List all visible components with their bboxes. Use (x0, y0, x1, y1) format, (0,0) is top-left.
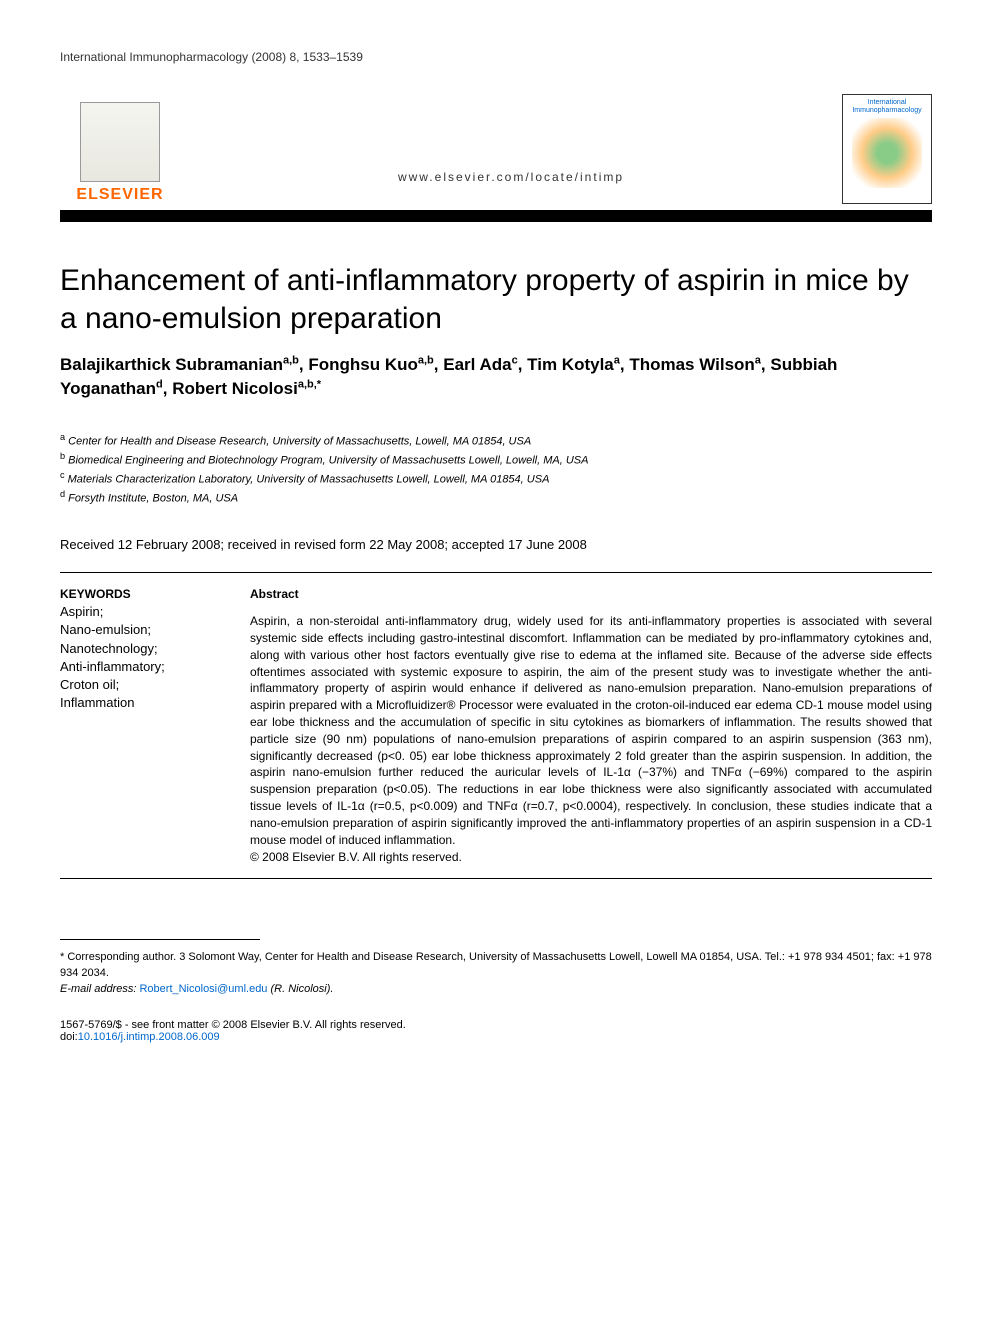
elsevier-tree-icon (80, 102, 160, 182)
abstract-copyright: © 2008 Elsevier B.V. All rights reserved… (250, 850, 932, 864)
keyword: Nano-emulsion; (60, 621, 210, 639)
keyword: Aspirin; (60, 603, 210, 621)
rule-below-abstract (60, 878, 932, 879)
keyword: Croton oil; (60, 676, 210, 694)
keywords-heading: KEYWORDS (60, 587, 210, 601)
authors: Balajikarthick Subramaniana,b, Fonghsu K… (60, 353, 932, 401)
email-link[interactable]: Robert_Nicolosi@uml.edu (139, 983, 267, 995)
affiliation: a Center for Health and Disease Research… (60, 431, 932, 450)
keyword: Inflammation (60, 694, 210, 712)
corresponding-author: * Corresponding author. 3 Solomont Way, … (60, 950, 932, 981)
journal-cover: International Immunopharmacology (842, 94, 932, 204)
journal-reference: International Immunopharmacology (2008) … (60, 50, 932, 64)
abstract-heading: Abstract (250, 587, 932, 601)
doi-link[interactable]: 10.1016/j.intimp.2008.06.009 (78, 1031, 220, 1043)
publisher-name: ELSEVIER (76, 186, 163, 204)
header-row: ELSEVIER www.elsevier.com/locate/intimp … (60, 84, 932, 204)
header-rule (60, 210, 932, 222)
locate-url: www.elsevier.com/locate/intimp (180, 170, 842, 204)
keyword: Anti-inflammatory; (60, 658, 210, 676)
email-suffix: (R. Nicolosi). (271, 983, 334, 995)
article-title: Enhancement of anti-inflammatory propert… (60, 262, 932, 337)
abstract-column: Abstract Aspirin, a non-steroidal anti-i… (250, 587, 932, 864)
journal-cover-title: International Immunopharmacology (847, 99, 927, 114)
journal-cover-image-icon (852, 118, 922, 188)
keyword: Nanotechnology; (60, 640, 210, 658)
email-line: E-mail address: Robert_Nicolosi@uml.edu … (60, 983, 932, 995)
publisher-logo: ELSEVIER (60, 84, 180, 204)
affiliations: a Center for Health and Disease Research… (60, 431, 932, 508)
keywords-list: Aspirin;Nano-emulsion;Nanotechnology;Ant… (60, 603, 210, 712)
affiliation: c Materials Characterization Laboratory,… (60, 469, 932, 488)
affiliation: d Forsyth Institute, Boston, MA, USA (60, 488, 932, 507)
keywords-abstract-row: KEYWORDS Aspirin;Nano-emulsion;Nanotechn… (60, 587, 932, 864)
keywords-column: KEYWORDS Aspirin;Nano-emulsion;Nanotechn… (60, 587, 210, 864)
affiliation: b Biomedical Engineering and Biotechnolo… (60, 450, 932, 469)
article-dates: Received 12 February 2008; received in r… (60, 537, 932, 552)
abstract-text: Aspirin, a non-steroidal anti-inflammato… (250, 613, 932, 848)
doi-line: doi:10.1016/j.intimp.2008.06.009 (60, 1031, 932, 1043)
issn-line: 1567-5769/$ - see front matter © 2008 El… (60, 1019, 932, 1031)
doi-prefix: doi: (60, 1031, 78, 1043)
email-label: E-mail address: (60, 983, 136, 995)
rule-above-abstract (60, 572, 932, 573)
footnote-separator (60, 939, 260, 940)
